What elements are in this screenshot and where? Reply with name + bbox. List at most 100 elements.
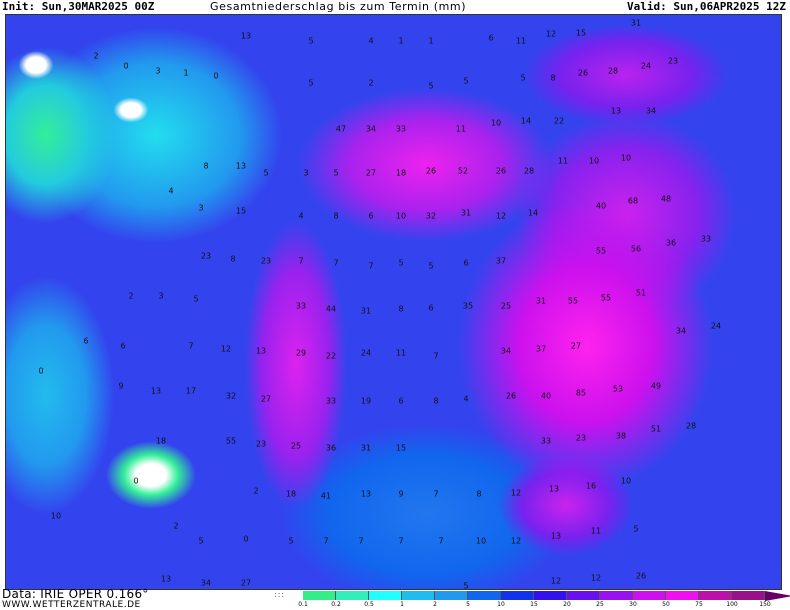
- precip-value-label: 9: [118, 381, 124, 391]
- precip-value-label: 7: [438, 536, 444, 546]
- precip-value-label: 1: [183, 68, 189, 78]
- precip-value-label: 13: [360, 489, 372, 499]
- precip-value-label: 0: [38, 366, 44, 376]
- legend-label: 50: [662, 601, 670, 608]
- precip-value-label: 0: [133, 476, 139, 486]
- precip-value-label: 6: [120, 341, 126, 351]
- precip-value-label: 0: [213, 71, 219, 81]
- legend-label: 100: [726, 601, 738, 608]
- precip-value-label: 3: [303, 168, 309, 178]
- precip-value-label: 3: [158, 291, 164, 301]
- legend-label: 150: [759, 601, 771, 608]
- precip-value-label: 33: [325, 396, 337, 406]
- precip-value-label: 10: [475, 536, 487, 546]
- legend-swatch: [501, 591, 534, 600]
- precip-value-label: 27: [365, 168, 377, 178]
- precip-value-label: 5: [288, 536, 294, 546]
- precip-value-label: 55: [567, 296, 579, 306]
- precip-value-label: 13: [550, 531, 562, 541]
- precip-value-label: 2: [173, 521, 179, 531]
- precip-value-label: 31: [535, 296, 547, 306]
- precip-value-label: 13: [255, 346, 267, 356]
- precip-value-label: 68: [627, 196, 639, 206]
- precip-value-label: 31: [360, 306, 372, 316]
- precip-value-label: 47: [335, 124, 347, 134]
- precip-value-label: 6: [368, 211, 374, 221]
- precip-value-label: 27: [570, 341, 582, 351]
- precip-value-label: 16: [585, 481, 597, 491]
- legend-labels: 0.1 0.2 0.5 1 2 5 10 15 20 25 30 50 75 100 150: [298, 601, 790, 610]
- precip-value-label: 26: [425, 166, 437, 176]
- legend-label: 30: [629, 601, 637, 608]
- header: Init: Sun,30MAR2025 00Z Gesamtniederschl…: [0, 0, 790, 14]
- legend-label: 5: [466, 601, 470, 608]
- precip-value-label: 11: [557, 156, 569, 166]
- legend-label: 1: [400, 601, 404, 608]
- precip-value-label: 4: [463, 394, 469, 404]
- precip-value-label: 31: [630, 18, 642, 28]
- precip-value-label: 7: [368, 261, 374, 271]
- precip-value-label: 33: [540, 436, 552, 446]
- legend-arrow: [765, 591, 790, 601]
- precip-value-label: 34: [675, 326, 687, 336]
- precip-value-label: 13: [235, 161, 247, 171]
- precip-value-label: 6: [463, 258, 469, 268]
- precip-value-label: 24: [360, 348, 372, 358]
- precip-value-label: 7: [433, 351, 439, 361]
- precip-value-label: 10: [50, 511, 62, 521]
- precip-value-label: 31: [360, 443, 372, 453]
- precip-value-label: 23: [667, 56, 679, 66]
- precip-value-label: 10: [620, 153, 632, 163]
- precip-value-label: 13: [240, 31, 252, 41]
- precip-value-label: 6: [428, 303, 434, 313]
- precip-value-label: 27: [260, 394, 272, 404]
- data-source: Data: IRIE OPER 0.166°: [2, 587, 149, 601]
- precip-value-label: 36: [665, 238, 677, 248]
- precip-value-label: 8: [398, 304, 404, 314]
- precip-value-label: 55: [595, 246, 607, 256]
- map-title: Gesamtniederschlag bis zum Termin (mm): [210, 0, 467, 13]
- precip-value-label: 12: [510, 536, 522, 546]
- precip-value-label: 36: [325, 443, 337, 453]
- precip-value-label: 8: [203, 161, 209, 171]
- precip-value-label: 18: [155, 436, 167, 446]
- precip-value-label: 55: [600, 293, 612, 303]
- precip-value-label: 40: [595, 201, 607, 211]
- precip-value-label: 2: [93, 51, 99, 61]
- precip-value-label: 5: [428, 261, 434, 271]
- precip-value-label: 15: [395, 443, 407, 453]
- precip-value-label: 12: [220, 344, 232, 354]
- precip-value-label: 33: [700, 234, 712, 244]
- legend-label: 0.2: [331, 601, 341, 608]
- precip-value-label: 27: [240, 578, 252, 588]
- precip-value-label: 14: [520, 116, 532, 126]
- precip-value-label: 34: [500, 346, 512, 356]
- precip-value-label: 17: [185, 386, 197, 396]
- precip-value-label: 22: [553, 116, 565, 126]
- precip-value-label: 53: [612, 384, 624, 394]
- precip-value-label: 7: [188, 341, 194, 351]
- init-time: Init: Sun,30MAR2025 00Z: [2, 0, 155, 13]
- precip-value-label: 7: [358, 536, 364, 546]
- precip-value-label: 51: [635, 288, 647, 298]
- legend-swatch: [567, 591, 600, 600]
- precip-value-label: 12: [510, 488, 522, 498]
- precip-value-label: 0: [123, 61, 129, 71]
- precip-value-label: 34: [200, 578, 212, 588]
- precip-value-label: 5: [428, 81, 434, 91]
- precip-value-label: 7: [333, 258, 339, 268]
- precip-value-label: 5: [333, 168, 339, 178]
- precip-value-label: 26: [577, 68, 589, 78]
- precip-value-label: 14: [527, 208, 539, 218]
- legend-swatch: [303, 591, 336, 600]
- precip-value-label: 28: [607, 66, 619, 76]
- precip-value-label: 5: [263, 168, 269, 178]
- legend-swatch: [633, 591, 666, 600]
- precip-value-label: 40: [540, 391, 552, 401]
- legend-swatch: [732, 591, 765, 600]
- precip-value-label: 4: [368, 36, 374, 46]
- precip-value-label: 5: [463, 76, 469, 86]
- legend-label: 2: [433, 601, 437, 608]
- precip-value-label: 1: [428, 36, 434, 46]
- legend-swatch: [534, 591, 567, 600]
